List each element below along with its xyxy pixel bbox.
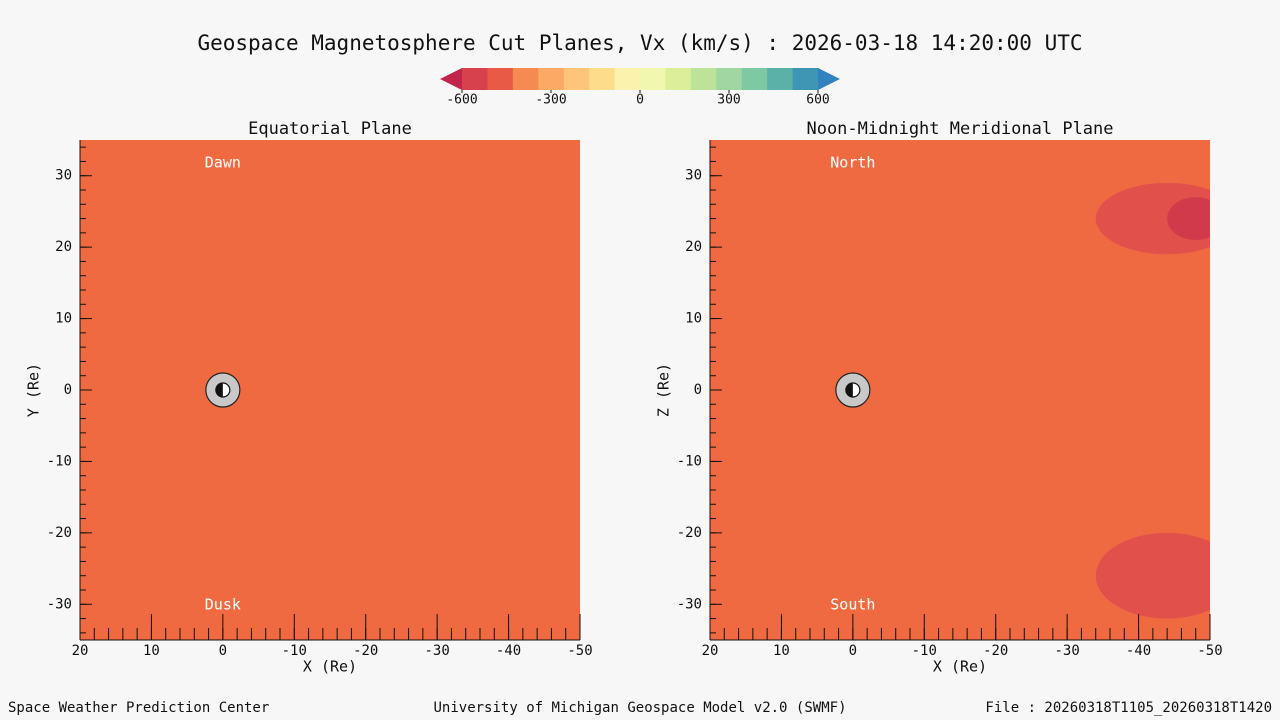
- page-title: Geospace Magnetosphere Cut Planes, Vx (k…: [197, 31, 1082, 55]
- contour-patch: [1095, 532, 1210, 619]
- x-tick-label: -10: [912, 643, 937, 659]
- x-axis-label: X (Re): [933, 658, 987, 676]
- y-axis-label: Y (Re): [25, 363, 43, 417]
- contour-band: [1217, 140, 1239, 640]
- colorbar-segment: [512, 68, 539, 90]
- annotation: South: [830, 596, 875, 614]
- y-tick-label: -10: [47, 453, 72, 469]
- footer-left: Space Weather Prediction Center: [8, 700, 269, 716]
- colorbar-segment: [640, 68, 666, 90]
- footer-right: File : 20260318T1105_20260318T1420: [985, 700, 1272, 716]
- x-tick-label: -50: [1197, 643, 1222, 659]
- contour-band: [1217, 140, 1280, 640]
- colorbar-tick-label: -300: [535, 93, 566, 108]
- y-tick-label: 0: [694, 382, 702, 398]
- colorbar-tick-label: 300: [717, 93, 740, 108]
- colorbar-tick-label: 600: [806, 93, 829, 108]
- x-tick-label: -30: [424, 643, 449, 659]
- colorbar-segment: [563, 68, 590, 90]
- annotation: Dusk: [205, 596, 241, 614]
- y-tick-label: -30: [47, 596, 72, 612]
- y-tick-label: 30: [55, 168, 72, 184]
- earth-night: [215, 383, 223, 397]
- x-tick-label: 10: [773, 643, 790, 659]
- earth-night: [845, 383, 853, 397]
- y-tick-label: 30: [685, 168, 702, 184]
- colorbar-segment: [614, 68, 641, 90]
- x-tick-label: 10: [143, 643, 160, 659]
- contour-band: [1217, 140, 1280, 640]
- y-tick-label: 20: [685, 239, 702, 255]
- y-tick-label: -20: [47, 525, 72, 541]
- x-tick-label: 20: [702, 643, 719, 659]
- annotation: North: [830, 154, 875, 172]
- contour-patch: [1167, 197, 1210, 240]
- x-tick-label: -20: [983, 643, 1008, 659]
- colorbar-segment: [487, 68, 514, 90]
- y-tick-label: 10: [685, 311, 702, 327]
- annotation: Dawn: [205, 154, 241, 172]
- panel-title: Equatorial Plane: [248, 119, 412, 139]
- y-tick-label: -10: [677, 453, 702, 469]
- contour-patch: [408, 147, 580, 262]
- y-tick-label: 10: [55, 311, 72, 327]
- contour-field: [80, 140, 580, 640]
- colorbar-tick-label: -600: [446, 93, 477, 108]
- colorbar-end: [818, 68, 840, 90]
- x-axis-label: X (Re): [303, 658, 357, 676]
- contour-patch: [408, 532, 580, 640]
- colorbar-segment: [538, 68, 565, 90]
- colorbar-tick-label: 0: [636, 93, 644, 108]
- colorbar-segment: [792, 68, 819, 90]
- colorbar-segment: [690, 68, 717, 90]
- colorbar-segment: [462, 68, 488, 90]
- y-tick-label: -20: [677, 525, 702, 541]
- x-tick-label: -40: [496, 643, 521, 659]
- colorbar-segment: [716, 68, 743, 90]
- y-tick-label: 0: [64, 382, 72, 398]
- x-tick-label: -30: [1054, 643, 1079, 659]
- x-tick-label: -10: [282, 643, 307, 659]
- colorbar-segment: [589, 68, 616, 90]
- x-tick-label: 0: [849, 643, 857, 659]
- x-tick-label: 20: [72, 643, 89, 659]
- x-tick-label: 0: [219, 643, 227, 659]
- x-tick-label: -20: [353, 643, 378, 659]
- colorbar-segment: [665, 68, 692, 90]
- x-tick-label: -40: [1126, 643, 1151, 659]
- x-tick-label: -50: [567, 643, 592, 659]
- panel-title: Noon-Midnight Meridional Plane: [806, 119, 1113, 139]
- contour-band: [1217, 140, 1280, 640]
- footer-center: University of Michigan Geospace Model v2…: [433, 700, 846, 716]
- colorbar-end: [440, 68, 462, 90]
- contour-band: [1217, 140, 1280, 640]
- y-tick-label: 20: [55, 239, 72, 255]
- colorbar-segment: [741, 68, 768, 90]
- contour-field: [710, 140, 1280, 640]
- colorbar-segment: [767, 68, 794, 90]
- y-axis-label: Z (Re): [655, 363, 673, 417]
- y-tick-label: -30: [677, 596, 702, 612]
